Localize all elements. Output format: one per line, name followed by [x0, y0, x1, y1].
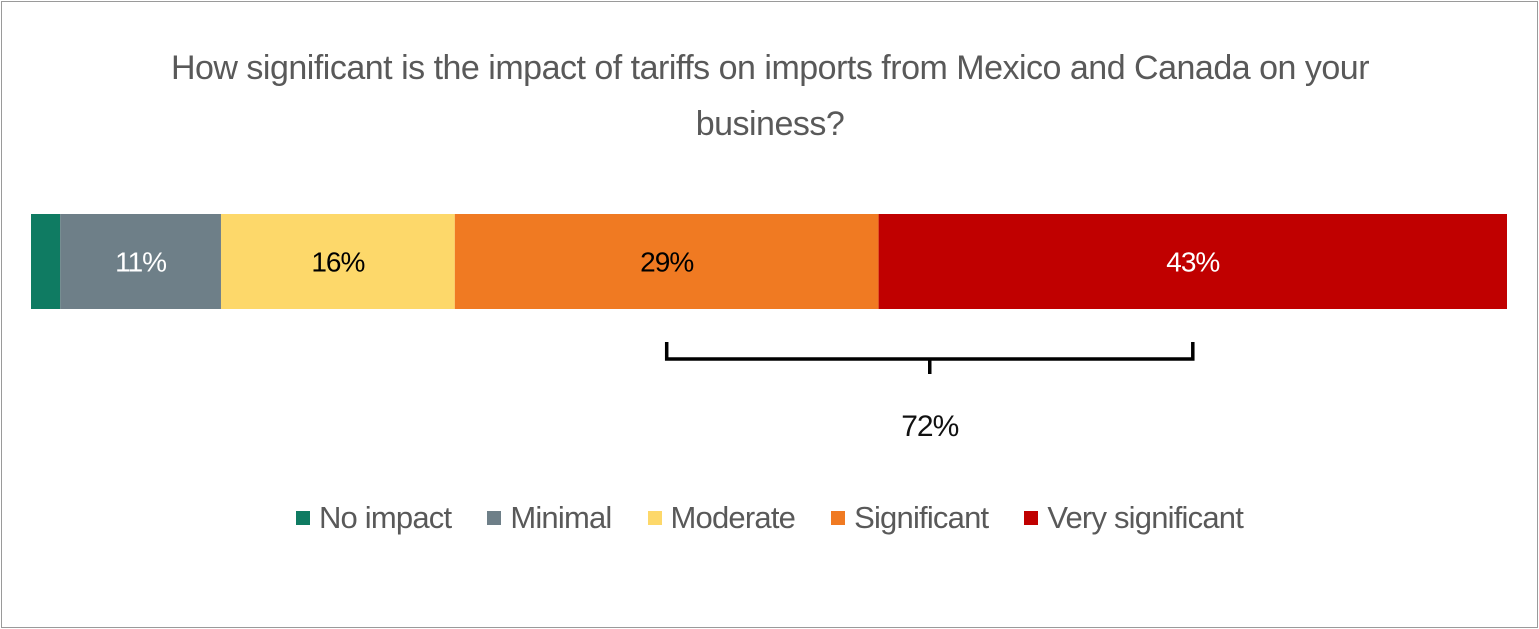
chart-title: How significant is the impact of tariffs… — [170, 49, 1370, 143]
legend-swatch — [295, 511, 310, 525]
bar-segment-minimal — [60, 214, 221, 309]
bar-segment-moderate — [220, 214, 455, 309]
legend-label: Very significant — [1047, 500, 1244, 535]
legend-label: No impact — [318, 500, 452, 535]
legend-swatch — [831, 511, 846, 525]
data-label-very-significant: 43% — [1166, 247, 1219, 278]
data-label-moderate: 16% — [311, 247, 364, 278]
legend-label: Significant — [854, 500, 989, 535]
legend-item-no-impact: No impact — [295, 500, 452, 536]
chart-legend: No impact Minimal Moderate Significant Very … — [0, 500, 1539, 536]
bar-segment-significant — [454, 214, 879, 309]
bracket-line — [664, 342, 1195, 374]
legend-item-very-significant: Very significant — [1024, 500, 1244, 536]
bracket-total-label: 72% — [901, 410, 958, 443]
legend-swatch — [487, 511, 502, 525]
legend-label: Moderate — [670, 500, 796, 535]
data-label-minimal: 11% — [115, 247, 166, 278]
bar-segment-very-significant — [878, 214, 1507, 309]
data-label-significant: 29% — [640, 247, 693, 278]
legend-item-moderate: Moderate — [647, 500, 796, 536]
bar-segment-no-impact — [31, 214, 61, 309]
legend-item-minimal: Minimal — [487, 500, 612, 536]
legend-swatch — [647, 511, 662, 525]
legend-swatch — [1024, 511, 1039, 525]
legend-label: Minimal — [510, 500, 612, 535]
legend-item-significant: Significant — [831, 500, 989, 536]
